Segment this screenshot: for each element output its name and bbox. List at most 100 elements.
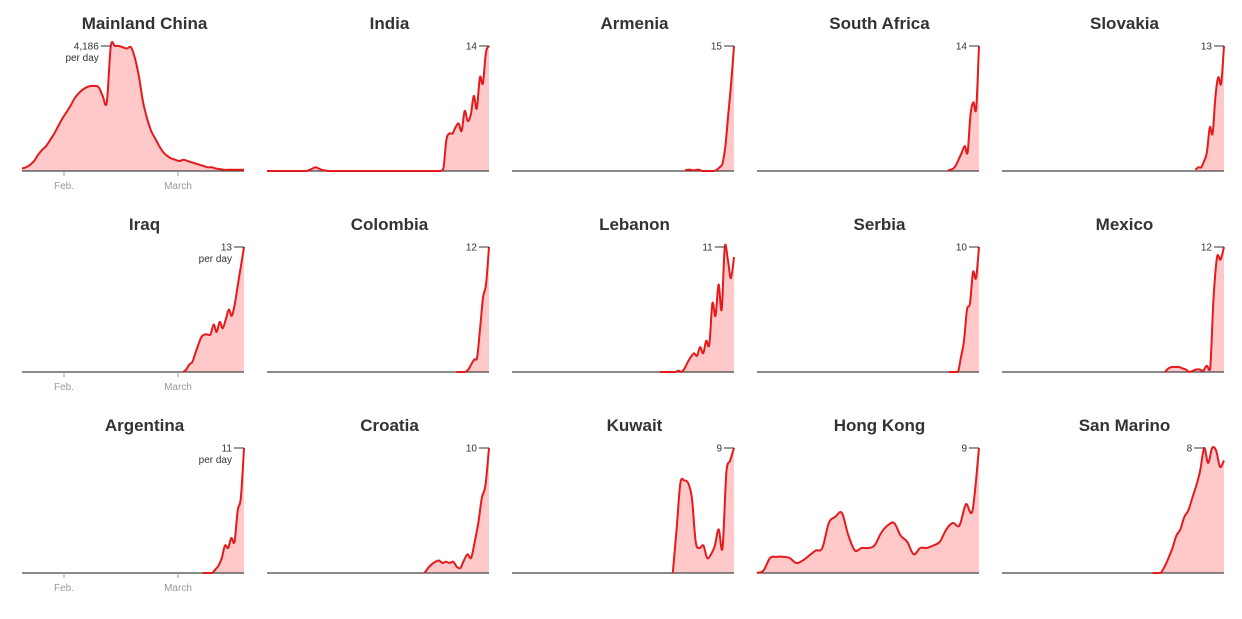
- series-line: [1164, 246, 1225, 373]
- x-tick-label: Feb.: [54, 181, 74, 192]
- area-fill: [22, 41, 244, 171]
- chart-svg: 12: [267, 243, 490, 373]
- per-day-label: per day: [65, 53, 98, 64]
- area-fill: [947, 46, 979, 171]
- area-fill: [456, 247, 489, 372]
- chart-panel-croatia: Croatia 10: [267, 402, 512, 603]
- area-fill: [183, 247, 244, 372]
- area-fill: [267, 46, 489, 171]
- area-fill: [1195, 46, 1224, 171]
- chart-title: Iraq: [128, 215, 161, 234]
- chart-panel-serbia: Serbia 10: [757, 201, 1002, 402]
- area-fill: [660, 244, 734, 372]
- series-line: [182, 246, 245, 373]
- chart-svg: 12: [1002, 243, 1225, 373]
- chart-svg: 10: [757, 243, 980, 373]
- series-line: [266, 45, 490, 173]
- peak-label: 13: [1201, 42, 1213, 53]
- peak-label: 13: [221, 243, 233, 254]
- series-line: [947, 45, 980, 172]
- peak-label: 8: [1187, 444, 1193, 455]
- per-day-label: per day: [199, 455, 232, 466]
- chart-svg: 15: [512, 42, 735, 173]
- peak-label: 12: [1201, 243, 1213, 254]
- area-fill: [1165, 247, 1224, 372]
- series-line: [1194, 45, 1225, 171]
- chart-title: India: [369, 14, 410, 33]
- peak-label: 10: [956, 243, 968, 254]
- chart-panel-lebanon: Lebanon 11: [512, 201, 757, 402]
- chart-title: Hong Kong: [833, 416, 926, 435]
- series-line: [948, 246, 980, 373]
- chart-title: San Marino: [1078, 416, 1171, 435]
- chart-title: Mainland China: [81, 14, 208, 33]
- series-line: [756, 447, 980, 574]
- chart-title: Argentina: [104, 416, 185, 435]
- series-line: [423, 447, 490, 574]
- chart-panel-mexico: Mexico 12: [1002, 201, 1242, 402]
- series-line: [671, 447, 735, 574]
- peak-label: 4,186: [74, 42, 99, 53]
- peak-label: 14: [466, 42, 478, 53]
- chart-title: Lebanon: [599, 215, 670, 234]
- peak-label: 9: [716, 444, 722, 455]
- chart-panel-san-marino: San Marino 8: [1002, 402, 1242, 603]
- peak-label: 9: [961, 444, 967, 455]
- chart-panel-kuwait: Kuwait 9: [512, 402, 757, 603]
- chart-title: Kuwait: [606, 416, 663, 435]
- chart-panel-iraq: Iraq 13 per day Feb. March: [22, 201, 267, 402]
- chart-svg: 9: [512, 444, 735, 574]
- peak-label: 10: [466, 444, 478, 455]
- chart-panel-slovakia: Slovakia 13: [1002, 0, 1242, 201]
- chart-title: South Africa: [829, 14, 930, 33]
- chart-panel-armenia: Armenia 15: [512, 0, 757, 201]
- chart-svg: 14: [266, 42, 490, 173]
- area-fill: [424, 448, 489, 573]
- chart-svg: 10: [267, 444, 490, 574]
- series-line: [684, 45, 735, 173]
- area-fill: [202, 448, 244, 573]
- chart-svg: 11: [512, 243, 735, 373]
- chart-panel-colombia: Colombia 12: [267, 201, 512, 402]
- area-fill: [685, 46, 734, 171]
- chart-panel-argentina: Argentina 11 per day Feb. March: [22, 402, 267, 603]
- chart-title: Serbia: [853, 215, 906, 234]
- chart-title: Slovakia: [1090, 14, 1159, 33]
- peak-label: 11: [222, 444, 233, 455]
- chart-panel-india: India 14: [266, 0, 512, 201]
- peak-label: 14: [956, 42, 968, 53]
- chart-title: Armenia: [600, 14, 669, 33]
- peak-label: 11: [702, 243, 713, 254]
- area-fill: [672, 448, 734, 573]
- area-fill: [1152, 447, 1224, 573]
- series-line: [202, 447, 245, 574]
- chart-panel-mainland-china: Mainland China 4,186 per day Feb. March: [21, 0, 267, 201]
- chart-panel-south-africa: South Africa 14: [757, 0, 1002, 201]
- peak-label: 12: [466, 243, 478, 254]
- peak-label: 15: [711, 42, 723, 53]
- x-tick-label: March: [164, 181, 192, 192]
- chart-svg: 14: [757, 42, 980, 172]
- per-day-label: per day: [199, 254, 232, 265]
- chart-svg: 9: [756, 444, 980, 574]
- area-fill: [949, 247, 979, 372]
- x-tick-label: March: [164, 382, 192, 393]
- x-tick-label: Feb.: [54, 382, 74, 393]
- x-tick-label: March: [164, 583, 192, 594]
- chart-svg: 8: [1002, 444, 1225, 574]
- chart-svg: 13: [1002, 42, 1225, 172]
- series-line: [659, 243, 735, 373]
- series-line: [1152, 446, 1225, 574]
- chart-panel-hong-kong: Hong Kong 9: [756, 402, 1002, 603]
- chart-title: Croatia: [360, 416, 419, 435]
- area-fill: [757, 448, 979, 573]
- chart-title: Mexico: [1095, 215, 1154, 234]
- x-tick-label: Feb.: [54, 583, 74, 594]
- chart-title: Colombia: [350, 215, 429, 234]
- series-line: [21, 40, 244, 171]
- series-line: [456, 246, 490, 373]
